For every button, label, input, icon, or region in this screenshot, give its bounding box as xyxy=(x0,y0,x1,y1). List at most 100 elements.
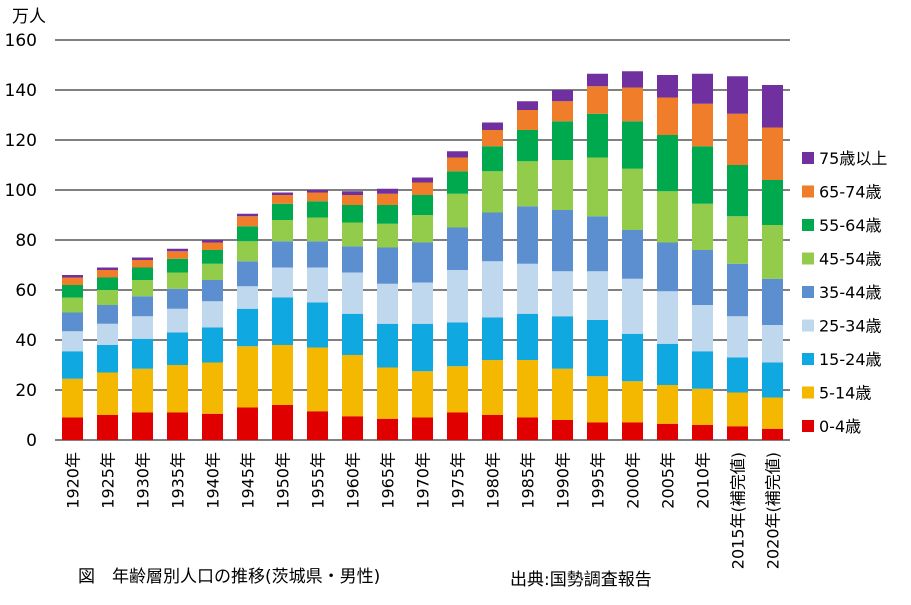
legend-label: 65-74歳 xyxy=(819,183,882,202)
bar-segment xyxy=(377,283,398,324)
bar-segment xyxy=(377,193,398,205)
bar-segment xyxy=(237,241,258,262)
x-axis-labels: 1920年 1925年 1930年 1935年 1940年 1945年 1950年 1955年… xyxy=(64,452,783,569)
bar-segment xyxy=(622,230,643,279)
bar-segment xyxy=(97,290,118,305)
x-tick-label: 2015年(補完値) xyxy=(729,452,748,569)
bar-segment xyxy=(272,405,293,440)
bar-segment xyxy=(342,416,363,440)
legend-label: 5-14歳 xyxy=(819,384,871,403)
legend-swatch xyxy=(802,252,814,265)
bar-segment xyxy=(237,226,258,242)
bar-segment xyxy=(377,188,398,194)
bar-segment xyxy=(727,216,748,264)
bar-segment xyxy=(202,242,223,250)
bar-segment xyxy=(727,76,748,114)
bar-segment xyxy=(692,146,713,204)
bar-segment xyxy=(167,272,188,289)
bar-segment xyxy=(97,415,118,440)
bar-segment xyxy=(692,351,713,389)
bar-segment xyxy=(132,296,153,317)
bar-segment xyxy=(307,411,328,440)
bar-segment xyxy=(412,177,433,183)
bar-segment xyxy=(202,301,223,328)
bar-segment xyxy=(762,127,783,180)
bar-segment xyxy=(412,282,433,324)
bar-segment xyxy=(377,418,398,440)
bar-segment xyxy=(517,161,538,207)
bar-segment xyxy=(307,192,328,202)
bar-segment xyxy=(377,247,398,284)
bar-segment xyxy=(62,285,83,298)
bar-segment xyxy=(307,267,328,303)
bar-segment xyxy=(237,261,258,287)
bar-segment xyxy=(482,171,503,213)
bar-segment xyxy=(657,291,678,344)
bar-segment xyxy=(132,260,153,268)
bar-segment xyxy=(377,205,398,224)
bar-segment xyxy=(342,272,363,314)
bar-segment xyxy=(692,103,713,147)
bar-segment xyxy=(727,113,748,165)
bar-segment xyxy=(342,222,363,247)
bar-segment xyxy=(97,277,118,290)
x-tick-label: 1975年 xyxy=(449,452,468,509)
x-tick-label: 1930年 xyxy=(134,452,153,509)
bar-segment xyxy=(167,412,188,440)
bar-segment xyxy=(132,280,153,297)
bar-segment xyxy=(657,135,678,192)
bar-segment xyxy=(132,316,153,339)
bar-segment xyxy=(202,413,223,440)
y-tick-label: 20 xyxy=(15,381,37,401)
x-tick-label: 2010年 xyxy=(694,452,713,509)
bar-segment xyxy=(342,246,363,273)
bar-segment xyxy=(552,121,573,160)
legend-label: 35-44歳 xyxy=(819,283,882,302)
bar-segment xyxy=(552,316,573,369)
bar-segment xyxy=(657,97,678,135)
y-axis-ticks: 0 20 40 60 80 100 120 140 160 xyxy=(5,31,37,451)
legend: 75歳以上 65-74歳 55-64歳 45-54歳 35-44歳 25-34歳 15-24… xyxy=(802,149,887,436)
legend-swatch xyxy=(802,152,814,164)
x-tick-label: 1960年 xyxy=(344,452,363,509)
bar-segment xyxy=(587,157,608,217)
x-tick-label: 1955年 xyxy=(309,452,328,509)
bar-segment xyxy=(517,313,538,360)
bar-segment xyxy=(622,71,643,88)
bar-segment xyxy=(272,192,293,195)
bar-segment xyxy=(517,206,538,264)
bar-segment xyxy=(622,121,643,169)
bar-segment xyxy=(237,213,258,217)
bar-segment xyxy=(342,205,363,223)
x-tick-label: 1985年 xyxy=(519,452,538,509)
bar-segment xyxy=(587,320,608,377)
bar-segment xyxy=(202,327,223,363)
bar-segment xyxy=(622,381,643,423)
bar-segment xyxy=(237,407,258,440)
x-tick-label: 1920年 xyxy=(64,452,83,509)
bar-segment xyxy=(727,357,748,393)
bar-segment xyxy=(237,346,258,408)
bar-segment xyxy=(552,101,573,122)
bar-segment xyxy=(412,182,433,195)
bar-segment xyxy=(342,191,363,195)
bar-segment xyxy=(622,278,643,334)
legend-label: 15-24歳 xyxy=(819,350,882,369)
bar-segment xyxy=(762,85,783,128)
bar-segment xyxy=(622,422,643,440)
bar-segment xyxy=(762,180,783,225)
bar-segment xyxy=(167,248,188,252)
bar-segment xyxy=(97,267,118,270)
y-tick-label: 40 xyxy=(15,331,37,351)
bar-segment xyxy=(587,113,608,158)
bar-segment xyxy=(412,195,433,215)
bar-segment xyxy=(307,190,328,193)
bar-segment xyxy=(657,75,678,98)
bar-segment xyxy=(202,280,223,302)
bar-segment xyxy=(272,297,293,345)
x-tick-label: 1925年 xyxy=(99,452,118,509)
bar-segment xyxy=(657,343,678,385)
bar-segment xyxy=(727,165,748,217)
bar-segment xyxy=(762,362,783,398)
bar-segment xyxy=(412,215,433,243)
